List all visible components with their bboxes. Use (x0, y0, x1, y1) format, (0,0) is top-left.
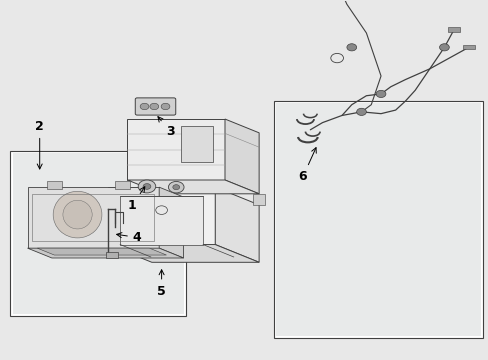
Polygon shape (27, 248, 183, 258)
Bar (13, 153, 183, 315)
Circle shape (172, 185, 179, 190)
Bar (273, 101, 483, 338)
Polygon shape (127, 180, 259, 194)
Bar (127, 119, 224, 180)
Bar (27, 187, 159, 248)
Circle shape (375, 90, 385, 98)
Polygon shape (37, 248, 166, 255)
Bar (10, 151, 185, 316)
Bar (253, 194, 265, 205)
Bar (120, 196, 203, 244)
Text: 1: 1 (128, 187, 144, 212)
Bar (447, 27, 459, 32)
Circle shape (150, 103, 158, 110)
Bar (462, 45, 474, 49)
Ellipse shape (63, 200, 92, 229)
Circle shape (143, 184, 151, 189)
Circle shape (346, 44, 356, 51)
Bar (276, 103, 480, 336)
FancyBboxPatch shape (135, 98, 175, 115)
Bar (47, 181, 61, 189)
Polygon shape (224, 119, 259, 194)
Circle shape (140, 103, 149, 110)
Text: 2: 2 (35, 120, 44, 169)
Bar (105, 252, 118, 258)
Text: 4: 4 (117, 231, 142, 244)
Bar (115, 181, 130, 189)
Circle shape (161, 103, 169, 110)
Circle shape (168, 181, 183, 193)
Ellipse shape (53, 191, 102, 238)
Bar (108, 187, 215, 244)
Circle shape (356, 108, 366, 116)
Text: 5: 5 (157, 270, 165, 298)
Text: 6: 6 (298, 148, 316, 183)
Polygon shape (215, 187, 259, 262)
Polygon shape (108, 244, 259, 262)
Polygon shape (159, 187, 183, 258)
Bar (181, 126, 212, 162)
Circle shape (439, 44, 448, 51)
Text: 3: 3 (158, 117, 174, 138)
Circle shape (138, 180, 156, 193)
Bar (32, 194, 154, 241)
